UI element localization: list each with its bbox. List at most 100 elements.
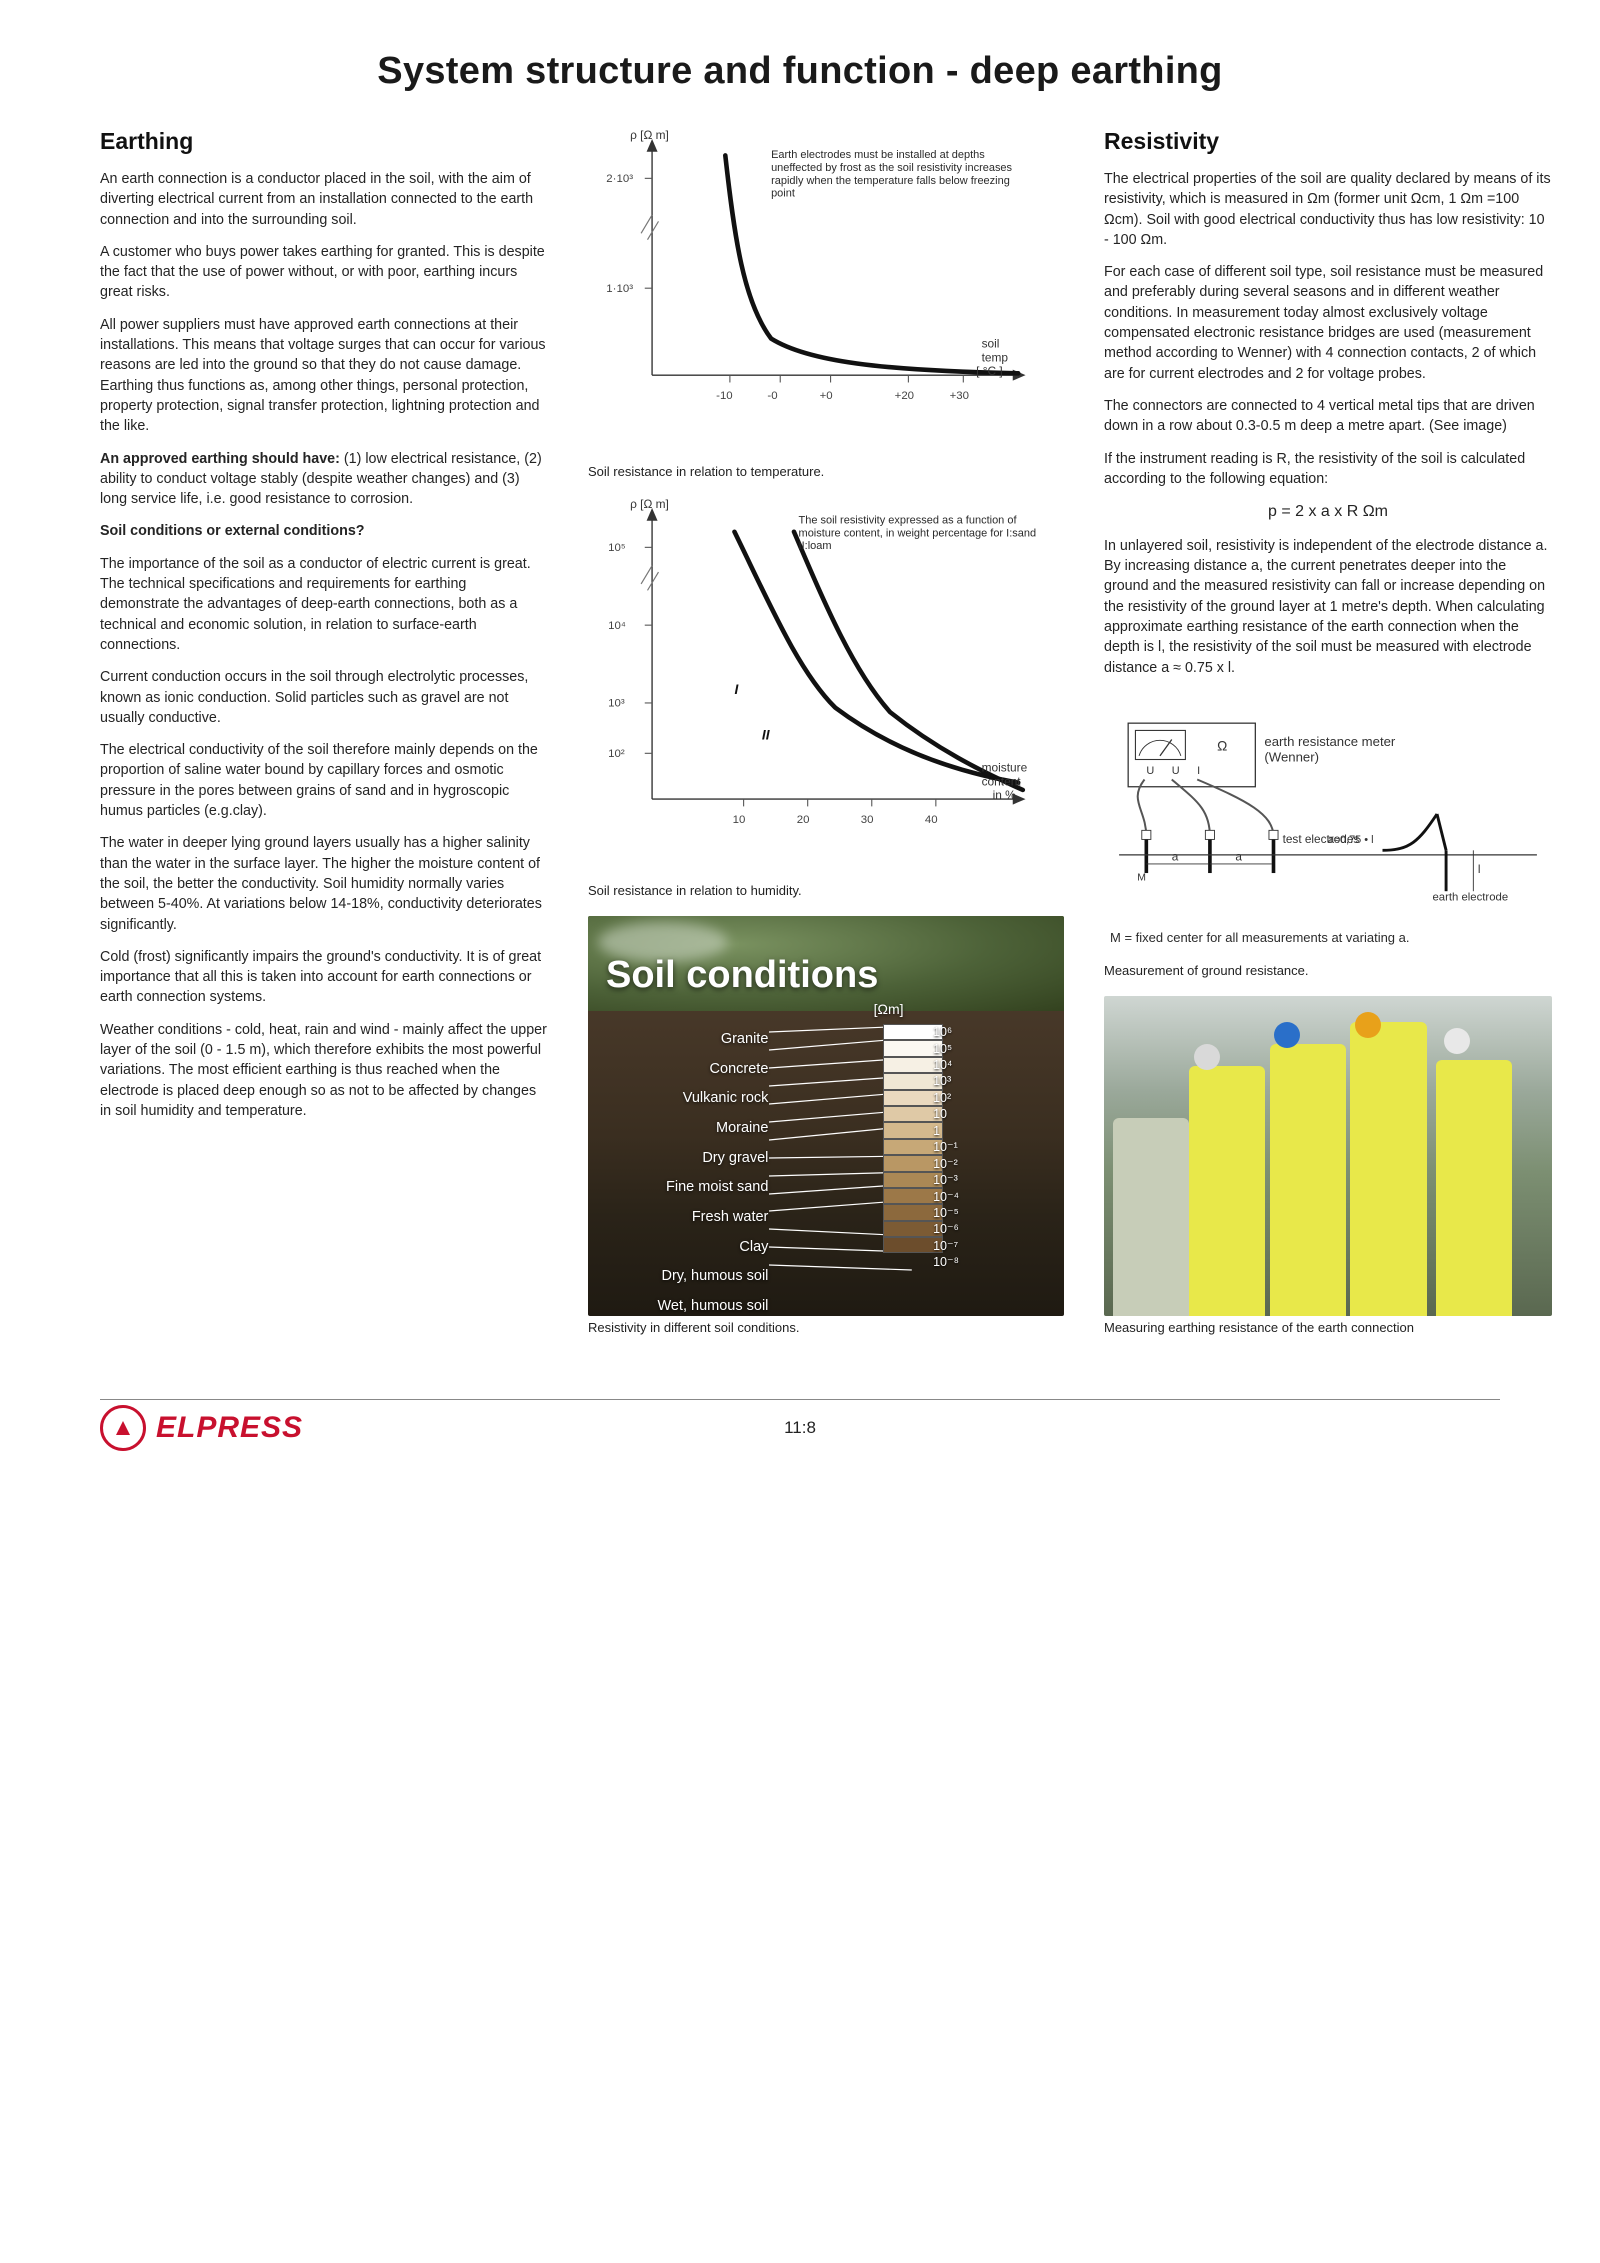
svg-text:30: 30: [861, 814, 874, 826]
svg-text:+20: +20: [895, 390, 914, 402]
measurement-note: M = fixed center for all measurements at…: [1110, 930, 1546, 945]
earthing-paragraphs: An earth connection is a conductor place…: [100, 169, 548, 1121]
resistivity-scale-value: 1: [933, 1122, 993, 1138]
resistivity-paragraph: In unlayered soil, resistivity is indepe…: [1104, 536, 1552, 678]
measurement-caption: Measurement of ground resistance.: [1104, 963, 1552, 978]
photo-caption: Measuring earthing resistance of the ear…: [1104, 1320, 1552, 1335]
page-footer: ELPRESS 11:8: [100, 1418, 1500, 1448]
svg-text:+30: +30: [950, 390, 969, 402]
svg-text:10⁵: 10⁵: [608, 542, 626, 554]
soil-conditions-figure: Soil conditions Granite Concrete Vulkanic …: [588, 916, 1064, 1335]
chart1-temperature: 2·10³ 1·10³ ρ [Ω m] -10: [588, 128, 1064, 458]
svg-text:-10: -10: [716, 390, 733, 402]
resistivity-paragraph: For each case of different soil type, so…: [1104, 262, 1552, 384]
resistivity-scale-value: 10⁻⁸: [933, 1253, 993, 1269]
resistivity-scale-value: 10³: [933, 1073, 993, 1089]
page-title: System structure and function - deep ear…: [100, 50, 1500, 93]
svg-text:[ °C ]: [ °C ]: [976, 364, 1003, 378]
content-columns: Earthing An earth connection is a conduc…: [100, 128, 1500, 1353]
chart2-figure: 10⁵ 10⁴ 10³ 10² ρ [Ω m]: [588, 497, 1064, 898]
svg-text:+0: +0: [820, 390, 833, 402]
footer-divider: [100, 1399, 1500, 1400]
svg-text:content: content: [982, 774, 1022, 788]
earthing-paragraph: Cold (frost) significantly impairs the g…: [100, 947, 548, 1008]
chart2-caption: Soil resistance in relation to humidity.: [588, 883, 1064, 898]
resistivity-scale-value: 10⁻³: [933, 1172, 993, 1188]
meter-label-1: earth resistance meter: [1264, 734, 1396, 749]
soil-material-label: Concrete: [588, 1054, 778, 1084]
brand-logo: ELPRESS: [100, 1405, 303, 1451]
soil-material-label: Vulkanic rock: [588, 1083, 778, 1113]
svg-text:10³: 10³: [608, 698, 625, 710]
resistivity-heading: Resistivity: [1104, 128, 1552, 155]
svg-text:10: 10: [733, 814, 746, 826]
document-page: System structure and function - deep ear…: [50, 0, 1550, 1478]
soil-material-label: Dry gravel: [588, 1143, 778, 1173]
resistivity-scale-value: 10⁻⁵: [933, 1204, 993, 1220]
svg-text:temp: temp: [982, 350, 1009, 364]
soil-conditions-title: Soil conditions: [606, 954, 878, 997]
svg-text:40: 40: [925, 814, 938, 826]
soil-scale-unit-label: [Ωm]: [874, 1001, 904, 1017]
center-symbol: M: [1137, 872, 1146, 883]
meter-label-2: (Wenner): [1264, 749, 1319, 764]
page-number: 11:8: [784, 1418, 816, 1438]
resistivity-paragraph: If the instrument reading is R, the resi…: [1104, 449, 1552, 490]
soil-material-label: Moraine: [588, 1113, 778, 1143]
resistivity-scale-value: 10⁻¹: [933, 1139, 993, 1155]
svg-text:-0: -0: [767, 390, 777, 402]
earthing-paragraph: Weather conditions - cold, heat, rain an…: [100, 1020, 548, 1121]
resistivity-paragraph: p = 2 x a x R Ωm: [1104, 501, 1552, 524]
earthing-paragraph: Soil conditions or external conditions?: [100, 521, 548, 541]
earth-electrode-label: earth electrode: [1432, 891, 1508, 903]
svg-text:I: I: [734, 682, 739, 697]
earthing-paragraph: All power suppliers must have approved e…: [100, 315, 548, 437]
earthing-paragraph: The electrical conductivity of the soil …: [100, 740, 548, 821]
measurement-diagram: Ω U U I earth resistance meter (Wenner): [1104, 690, 1552, 959]
earthing-paragraph: An approved earthing should have: (1) lo…: [100, 449, 548, 510]
svg-text:ρ [Ω m]: ρ [Ω m]: [630, 128, 669, 142]
photo-figure: Measuring earthing resistance of the ear…: [1104, 996, 1552, 1335]
brand-icon: [100, 1405, 146, 1451]
soil-material-labels: Granite Concrete Vulkanic rock Moraine Dry g…: [588, 1024, 778, 1316]
terminal-u1: U: [1146, 765, 1154, 777]
measurement-figure: Ω U U I earth resistance meter (Wenner): [1104, 690, 1552, 978]
earthing-paragraph: The water in deeper lying ground layers …: [100, 833, 548, 934]
brand-name: ELPRESS: [156, 1411, 303, 1445]
resistivity-scale-value: 10⁶: [933, 1024, 993, 1040]
depth-symbol: l: [1478, 862, 1481, 876]
soil-material-label: Fresh water: [588, 1202, 778, 1232]
soil-material-label: Wet, humous soil: [588, 1291, 778, 1316]
soil-scale-values: 10⁶ 10⁵ 10⁴ 10³ 10² 10 1 10⁻¹ 10⁻² 10⁻³ 10⁻⁴ 10⁻⁵ 10…: [933, 1024, 993, 1270]
svg-text:ρ [Ω m]: ρ [Ω m]: [630, 497, 669, 511]
terminal-i: I: [1197, 765, 1200, 777]
earthing-column: Earthing An earth connection is a conduc…: [100, 128, 548, 1353]
chart1-annotation: Earth electrodes must be installed at de…: [771, 148, 1027, 199]
svg-text:10⁴: 10⁴: [608, 620, 626, 632]
resistivity-paragraph: The electrical properties of the soil ar…: [1104, 169, 1552, 250]
ohm-symbol: Ω: [1217, 738, 1227, 753]
soil-conditions-caption: Resistivity in different soil conditions…: [588, 1320, 1064, 1335]
soil-conditions-image: Soil conditions Granite Concrete Vulkanic …: [588, 916, 1064, 1316]
earthing-paragraph: Current conduction occurs in the soil th…: [100, 667, 548, 728]
resistivity-scale-value: 10⁻⁷: [933, 1237, 993, 1253]
formula-label: a≈0,75 • l: [1328, 834, 1374, 846]
earthing-heading: Earthing: [100, 128, 548, 155]
soil-material-label: Dry, humous soil: [588, 1262, 778, 1292]
svg-text:moisture: moisture: [982, 761, 1028, 775]
terminal-u2: U: [1172, 765, 1180, 777]
earthing-paragraph: An earth connection is a conductor place…: [100, 169, 548, 230]
chart2-annotation: The soil resistivity expressed as a func…: [799, 513, 1037, 551]
soil-material-label: Clay: [588, 1232, 778, 1262]
chart2-humidity: 10⁵ 10⁴ 10³ 10² ρ [Ω m]: [588, 497, 1064, 877]
charts-column: 2·10³ 1·10³ ρ [Ω m] -10: [588, 128, 1064, 1353]
svg-text:2·10³: 2·10³: [606, 173, 633, 185]
resistivity-column: Resistivity The electrical properties of…: [1104, 128, 1552, 1353]
resistivity-scale-value: 10⁴: [933, 1057, 993, 1073]
resistivity-paragraph: The connectors are connected to 4 vertic…: [1104, 396, 1552, 437]
svg-text:20: 20: [797, 814, 810, 826]
resistivity-paragraphs: The electrical properties of the soil ar…: [1104, 169, 1552, 678]
svg-text:II: II: [762, 728, 771, 743]
svg-text:1·10³: 1·10³: [606, 283, 633, 295]
svg-text:in %: in %: [993, 788, 1017, 802]
